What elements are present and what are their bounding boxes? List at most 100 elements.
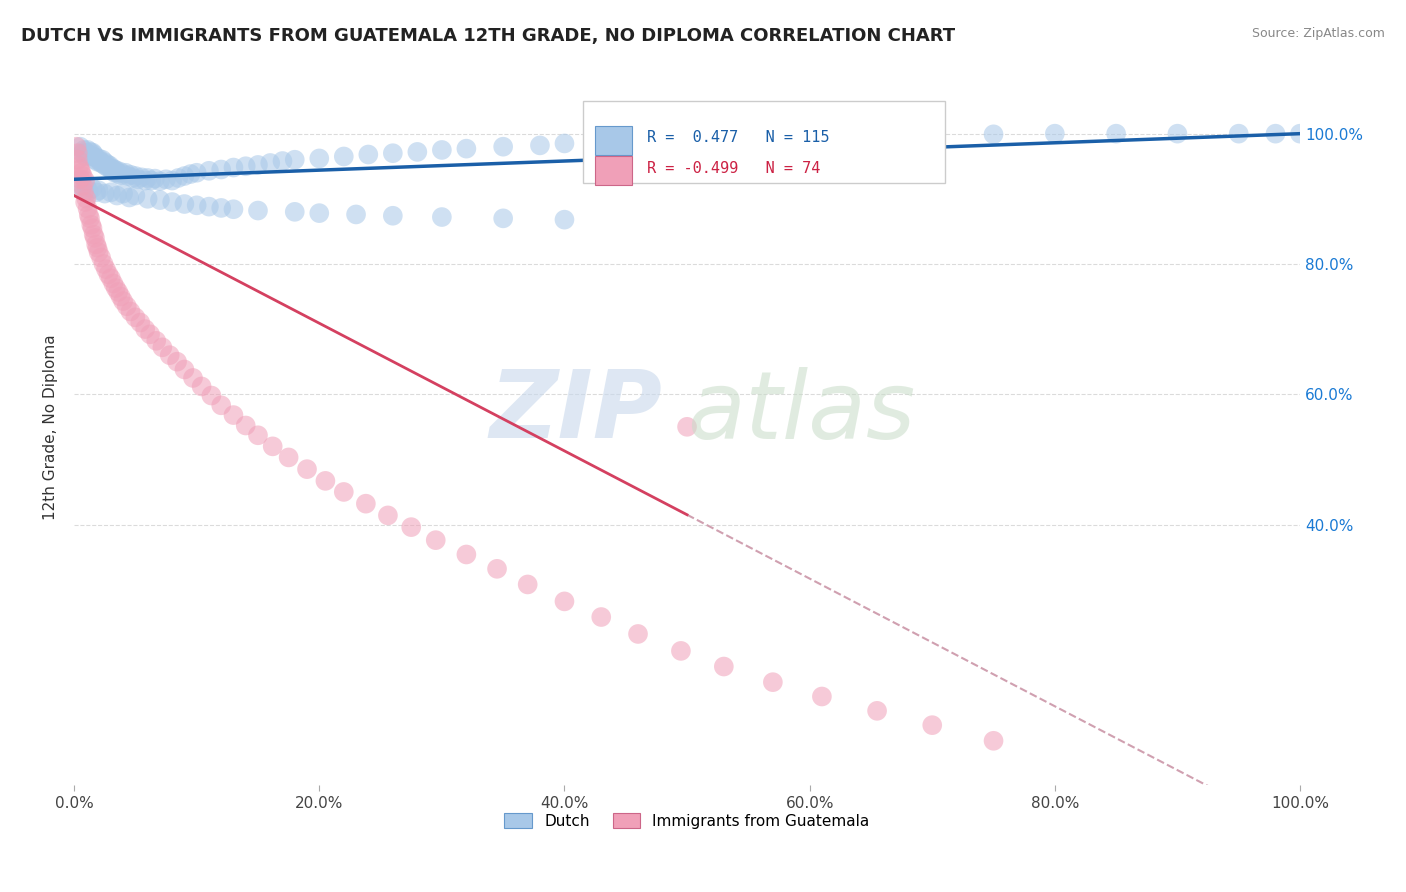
Point — [91, 153, 114, 167]
Y-axis label: 12th Grade, No Diploma: 12th Grade, No Diploma — [44, 334, 58, 520]
Point — [77, 184, 100, 198]
Point — [115, 299, 138, 313]
Point — [93, 157, 115, 171]
Point — [160, 195, 183, 210]
Text: ZIP: ZIP — [489, 367, 662, 458]
Point — [553, 136, 575, 151]
Point — [122, 171, 145, 186]
Point — [381, 146, 404, 161]
Point — [983, 733, 1005, 747]
Point — [186, 198, 208, 212]
Point — [333, 149, 356, 163]
Point — [200, 388, 222, 402]
Point — [1264, 127, 1286, 141]
Point — [87, 183, 110, 197]
Point — [173, 197, 195, 211]
Point — [139, 327, 162, 342]
Point — [173, 169, 195, 183]
Point — [77, 208, 100, 222]
Point — [73, 182, 96, 196]
Point — [105, 165, 128, 179]
Point — [235, 159, 257, 173]
Point — [100, 186, 122, 200]
Point — [75, 146, 97, 161]
Point — [110, 169, 132, 183]
Point — [72, 178, 94, 193]
Point — [921, 718, 943, 732]
Point — [97, 161, 120, 175]
Point — [166, 354, 188, 368]
Point — [96, 157, 118, 171]
Point — [107, 167, 129, 181]
Point — [314, 474, 336, 488]
Point — [72, 146, 94, 161]
Point — [246, 158, 269, 172]
Point — [983, 128, 1005, 142]
Point — [124, 310, 146, 325]
Point — [89, 154, 111, 169]
Point — [103, 166, 125, 180]
Point — [110, 289, 132, 303]
Point — [80, 218, 103, 232]
Point — [377, 508, 399, 523]
Point — [79, 211, 101, 226]
Point — [93, 155, 115, 169]
Point — [69, 172, 91, 186]
Point — [173, 362, 195, 376]
Point — [492, 211, 515, 226]
Point — [1227, 127, 1250, 141]
Point — [84, 186, 107, 200]
Point — [1166, 127, 1188, 141]
Point — [246, 428, 269, 442]
Point — [94, 159, 117, 173]
Point — [284, 204, 307, 219]
Point — [259, 156, 281, 170]
Point — [134, 173, 156, 187]
Point — [86, 154, 108, 169]
Point — [149, 174, 172, 188]
Point — [872, 128, 894, 143]
Point — [69, 139, 91, 153]
Point — [93, 257, 115, 271]
Point — [277, 450, 299, 465]
Point — [86, 241, 108, 255]
Point — [103, 161, 125, 176]
Point — [70, 166, 93, 180]
Point — [209, 162, 232, 177]
Point — [65, 139, 87, 153]
Point — [180, 167, 202, 181]
Point — [80, 149, 103, 163]
Point — [82, 181, 104, 195]
Point — [124, 188, 146, 202]
Point — [167, 171, 190, 186]
Point — [456, 548, 478, 562]
Point — [75, 195, 97, 210]
Point — [430, 143, 453, 157]
Point — [190, 379, 212, 393]
Point — [108, 164, 131, 178]
Point — [75, 149, 97, 163]
Point — [103, 277, 125, 291]
Point — [127, 172, 149, 186]
Point — [271, 154, 294, 169]
Point — [120, 168, 142, 182]
Bar — [595, 126, 631, 154]
Point — [100, 271, 122, 285]
Point — [79, 145, 101, 159]
Point — [104, 281, 127, 295]
Point — [823, 129, 845, 144]
Point — [107, 285, 129, 299]
Point — [235, 418, 257, 433]
Point — [333, 485, 356, 500]
Point — [762, 675, 785, 690]
Point — [82, 145, 104, 160]
Point — [425, 533, 447, 548]
Point — [143, 171, 166, 186]
Point — [77, 147, 100, 161]
Point — [529, 138, 551, 153]
Point — [66, 146, 89, 161]
Point — [83, 147, 105, 161]
Point — [262, 439, 284, 453]
Point — [406, 145, 429, 159]
Point — [118, 190, 141, 204]
